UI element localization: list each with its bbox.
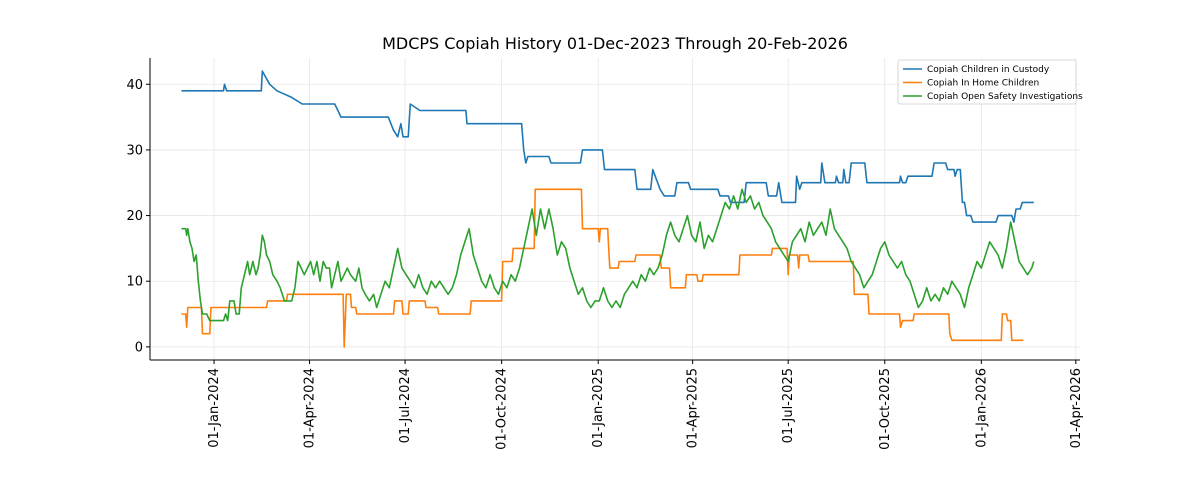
x-tick-label: 01-Jan-2024	[207, 368, 222, 448]
series-line-1	[181, 70, 1034, 223]
chart-title: MDCPS Copiah History 01-Dec-2023 Through…	[382, 34, 848, 53]
legend-label-3: Copiah Open Safety Investigations	[927, 92, 1083, 102]
y-tick-label: 0	[135, 340, 143, 355]
x-tick-label: 01-Apr-2025	[686, 368, 701, 448]
series-group	[181, 70, 1035, 348]
x-ticks: 01-Jan-2024 01-Apr-2024 01-Jul-2024 01-Oct-…	[207, 360, 1084, 450]
legend: Copiah Children in Custody Copiah In Home…	[897, 59, 1083, 105]
x-tick-label: 01-Jan-2026	[974, 368, 989, 448]
y-ticks: 0 10 20 30 40	[126, 78, 150, 355]
x-tick-label: 01-Oct-2024	[495, 368, 510, 450]
x-tick-label: 01-Apr-2024	[303, 368, 318, 448]
x-tick-label: 01-Apr-2026	[1069, 368, 1084, 448]
legend-label-2: Copiah In Home Children	[927, 79, 1039, 89]
legend-box	[897, 59, 1077, 105]
x-tick-label: 01-Jan-2025	[591, 368, 606, 448]
y-tick-label: 40	[126, 78, 143, 93]
series-line-2	[181, 188, 1024, 348]
y-tick-label: 30	[126, 143, 143, 158]
y-tick-label: 20	[126, 209, 143, 224]
legend-label-1: Copiah Children in Custody	[927, 65, 1050, 75]
x-tick-label: 01-Jul-2024	[398, 368, 413, 443]
y-tick-label: 10	[126, 275, 143, 290]
x-tick-label: 01-Jul-2025	[781, 368, 796, 443]
series-line-3	[181, 188, 1035, 322]
x-tick-label: 01-Oct-2025	[878, 368, 893, 450]
